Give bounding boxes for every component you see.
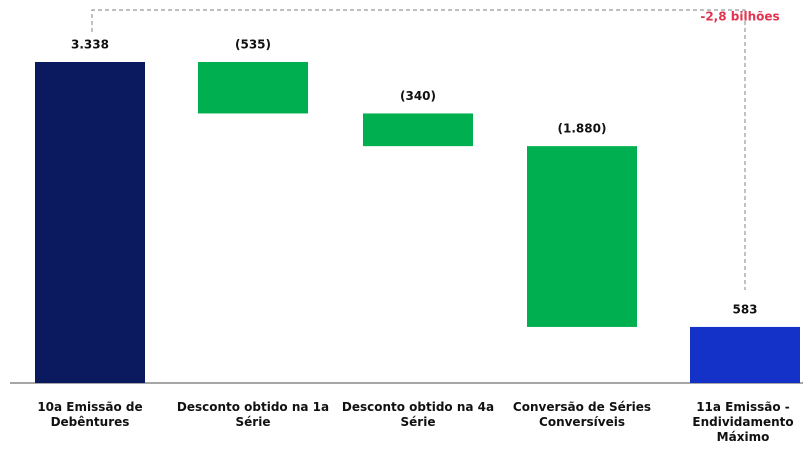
category-label: Desconto obtido na 4a Série: [341, 400, 495, 429]
bar: [690, 326, 800, 383]
category-label: 10a Emissão de Debêntures: [37, 400, 143, 429]
category-label: 11a Emissão - Endividamento Máximo: [692, 400, 794, 444]
value-label: (1.880): [558, 122, 607, 136]
annotation: -2,8 bilhões: [700, 10, 779, 24]
category-label: Desconto obtido na 1a Série: [176, 400, 330, 429]
category-label: Conversão de Séries Conversíveis: [512, 400, 652, 429]
bar: [198, 62, 308, 114]
value-label: (340): [400, 89, 436, 103]
value-label: 3.338: [71, 38, 109, 52]
bar: [527, 146, 637, 327]
value-label: 583: [732, 302, 757, 316]
value-label: (535): [235, 38, 271, 52]
bracket-line: [91, 9, 746, 290]
bar: [363, 113, 473, 147]
bar: [35, 62, 145, 383]
